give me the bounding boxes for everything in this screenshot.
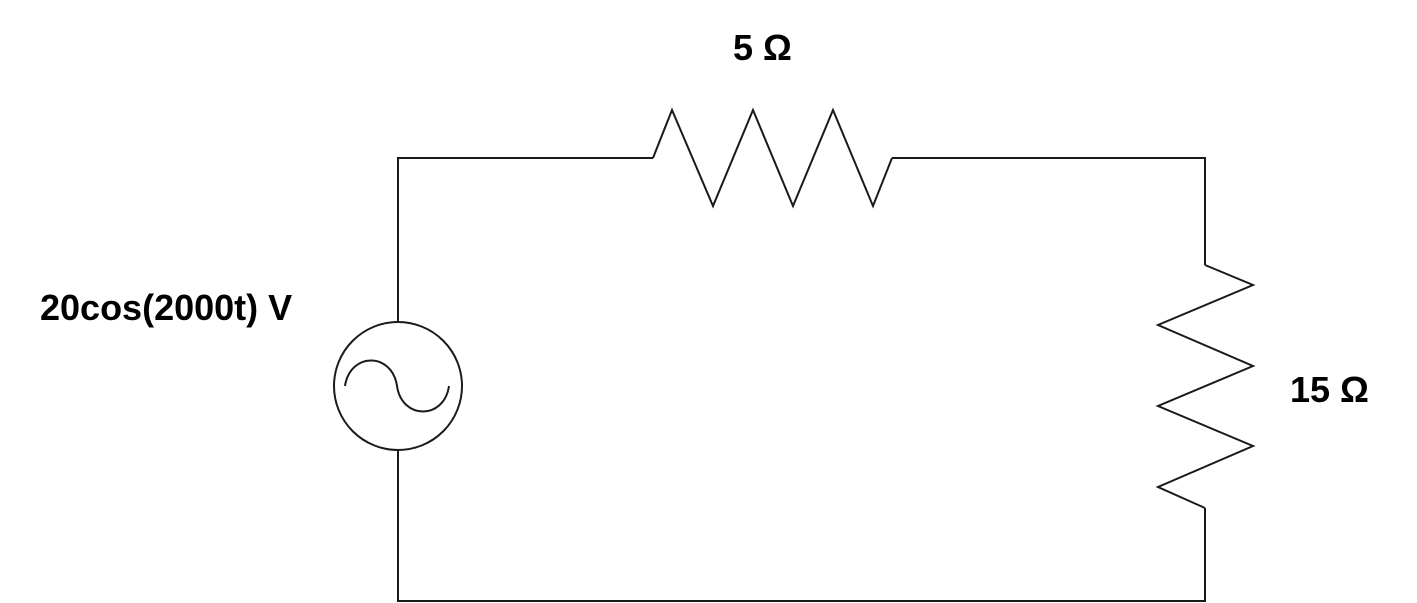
sine-wave-icon bbox=[344, 359, 450, 413]
voltage-source-label: 20cos(2000t) V bbox=[40, 287, 293, 328]
ac-voltage-source-icon bbox=[333, 321, 463, 451]
wire-right-lower-and-bottom bbox=[397, 450, 1206, 602]
resistor-icon bbox=[1155, 264, 1256, 509]
resistor-15-ohm-label: 15 Ω bbox=[1290, 369, 1369, 410]
resistor-5-ohm-label: 5 Ω bbox=[733, 27, 792, 68]
wires bbox=[397, 157, 1206, 602]
resistor-icon bbox=[652, 107, 893, 209]
wire-top-right bbox=[892, 157, 1206, 265]
wire-left-upper bbox=[397, 157, 653, 322]
